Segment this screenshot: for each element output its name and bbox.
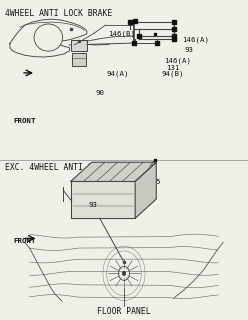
Text: 93: 93 (185, 47, 194, 52)
Text: 146(B): 146(B) (108, 30, 135, 37)
Polygon shape (71, 181, 135, 218)
Text: 94(A): 94(A) (107, 71, 129, 77)
Text: 105: 105 (148, 180, 161, 185)
Text: 90: 90 (95, 90, 104, 96)
Text: 93: 93 (88, 202, 97, 208)
Text: 4WHEEL ANTI LOCK BRAKE: 4WHEEL ANTI LOCK BRAKE (5, 9, 112, 18)
Text: 131: 131 (166, 65, 180, 71)
Bar (71, 40, 87, 51)
Text: FRONT: FRONT (14, 238, 36, 244)
Polygon shape (135, 162, 156, 218)
Circle shape (122, 271, 126, 276)
Polygon shape (71, 162, 156, 181)
Text: EXC. 4WHEEL ANTI LOCK BRAKE: EXC. 4WHEEL ANTI LOCK BRAKE (5, 163, 137, 172)
Text: FLOOR PANEL: FLOOR PANEL (97, 307, 151, 316)
Ellipse shape (34, 24, 62, 51)
Text: 146(A): 146(A) (164, 58, 191, 64)
Text: FRONT: FRONT (14, 118, 36, 124)
Text: 94(B): 94(B) (161, 71, 184, 77)
Bar (72, 53, 86, 66)
Text: 146(A): 146(A) (182, 37, 209, 43)
